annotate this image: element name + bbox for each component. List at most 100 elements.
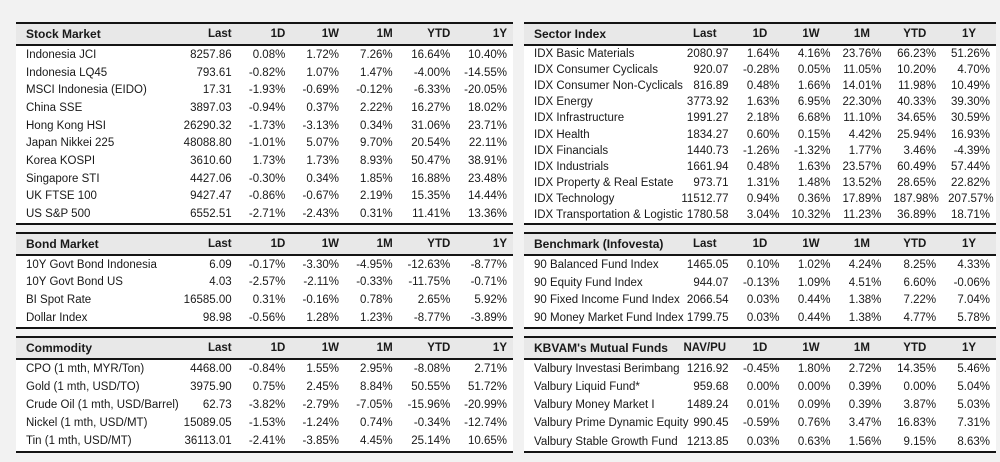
column-header-1w: 1W xyxy=(291,232,345,256)
cell-value: 11.41% xyxy=(412,208,451,221)
cell-value: 1.48% xyxy=(797,176,831,189)
cell-value: 2.18% xyxy=(746,112,780,125)
table-row: IDX Infrastructure 1991.27 2.18% 6.68% 11.10… xyxy=(524,110,996,126)
cell-value: -4.95% xyxy=(356,258,393,271)
cell-value: 1.85% xyxy=(360,172,393,185)
cell-value: 18.02% xyxy=(467,101,507,114)
cell-value: -2.79% xyxy=(302,399,339,412)
cell-value: -0.82% xyxy=(248,66,286,79)
cell-value: 11512.77 xyxy=(681,192,729,205)
row-label: 10Y Govt Bond US xyxy=(26,276,123,289)
table-row: Gold (1 mth, USD/TO) 3975.90 0.75% 2.45% 8.8… xyxy=(16,378,513,396)
cell-value: 3.46% xyxy=(903,144,937,157)
cell-value: 4.42% xyxy=(848,128,882,141)
stock-market-table: Stock Market Last 1D 1W 1M YTD 1Y Indonesia JCI… xyxy=(16,22,513,225)
cell-value: 3.04% xyxy=(746,208,780,221)
row-label: Indonesia JCI xyxy=(26,48,97,61)
table-row: Singapore STI 4427.06 -0.30% 0.34% 1.85% 16.8… xyxy=(16,170,513,188)
column-header-last: Last xyxy=(175,336,238,360)
cell-value: -3.13% xyxy=(302,119,339,132)
cell-value: -0.06% xyxy=(953,276,990,289)
cell-value: 17.89% xyxy=(842,192,882,205)
kbvam-mutual-funds-header-row: KBVAM's Mutual Funds NAV/PU 1D 1W 1M YTD 1Y xyxy=(524,336,996,360)
cell-value: 6.68% xyxy=(797,112,831,125)
row-label: Hong Kong HSI xyxy=(26,119,106,132)
right-column: Sector Index Last 1D 1W 1M YTD 1Y IDX Basic Mat… xyxy=(524,22,996,462)
row-label: MSCI Indonesia (EIDO) xyxy=(26,84,147,97)
cell-value: 51.26% xyxy=(950,48,990,61)
cell-value: 0.08% xyxy=(252,48,286,61)
table-row: Indonesia LQ45 793.61 -0.82% 1.07% 1.47% -4.0… xyxy=(16,64,513,82)
table-row: 90 Equity Fund Index 944.07 -0.13% 1.09% 4.5… xyxy=(524,274,996,292)
cell-value: 3975.90 xyxy=(190,380,232,393)
cell-value: 16.83% xyxy=(897,417,937,430)
column-header-1m: 1M xyxy=(344,23,399,46)
row-label: US S&P 500 xyxy=(26,208,91,221)
cell-value: -0.28% xyxy=(743,64,780,77)
cell-value: 14.01% xyxy=(842,80,882,93)
cell-value: 4.33% xyxy=(957,258,990,271)
cell-value: 1834.27 xyxy=(686,128,729,141)
cell-value: 3.87% xyxy=(903,399,937,412)
table-row: Valbury Prime Dynamic Equity 990.45 -0.59%… xyxy=(524,414,996,432)
cell-value: 0.34% xyxy=(360,119,393,132)
cell-value: 1799.75 xyxy=(686,311,729,324)
cell-value: 5.78% xyxy=(957,311,990,324)
cell-value: 1991.27 xyxy=(686,112,729,125)
column-header-ytd: YTD xyxy=(398,23,457,46)
column-header-1m: 1M xyxy=(836,23,888,46)
column-header-ytd: YTD xyxy=(398,232,457,256)
table-row: 10Y Govt Bond US 4.03 -2.57% -2.11% -0.33% -1… xyxy=(16,274,513,292)
row-label: IDX Infrastructure xyxy=(534,112,625,125)
table-row: UK FTSE 100 9427.47 -0.86% -0.67% 2.19% 15.35… xyxy=(16,188,513,206)
cell-value: 4.77% xyxy=(903,311,937,324)
cell-value: 62.73 xyxy=(202,399,232,412)
cell-value: 1780.58 xyxy=(686,208,729,221)
cell-value: 17.31 xyxy=(202,84,232,97)
cell-value: 1.73% xyxy=(306,154,339,167)
bond-market-section-title: Bond Market xyxy=(16,232,176,256)
cell-value: 0.09% xyxy=(797,399,831,412)
cell-value: 22.30% xyxy=(842,96,882,109)
cell-value: 1213.85 xyxy=(686,435,729,448)
cell-value: 0.44% xyxy=(797,311,831,324)
cell-value: -11.75% xyxy=(408,276,451,289)
cell-value: 1.02% xyxy=(797,258,831,271)
cell-value: 2.71% xyxy=(474,362,507,375)
cell-value: -0.45% xyxy=(743,362,780,375)
row-label: Singapore STI xyxy=(26,172,100,185)
cell-value: -0.16% xyxy=(302,294,339,307)
cell-value: 8.93% xyxy=(360,154,393,167)
row-label: Indonesia LQ45 xyxy=(26,66,108,79)
cell-value: 50.47% xyxy=(411,154,451,167)
table-row: Valbury Investasi Berimbang 1216.92 -0.45%… xyxy=(524,359,996,378)
cell-value: 16.88% xyxy=(411,172,451,185)
cell-value: 0.36% xyxy=(797,192,831,205)
cell-value: 14.35% xyxy=(897,362,937,375)
cell-value: 0.39% xyxy=(848,381,882,394)
table-row: Dollar Index 98.98 -0.56% 1.28% 1.23% -8.77% -… xyxy=(16,309,513,328)
column-header-1m: 1M xyxy=(344,232,399,256)
kbvam-mutual-funds-section-title: KBVAM's Mutual Funds xyxy=(524,336,676,360)
cell-value: 23.71% xyxy=(467,119,507,132)
cell-value: -20.05% xyxy=(464,84,507,97)
cell-value: 11.05% xyxy=(843,64,882,77)
table-row: IDX Energy 3773.92 1.63% 6.95% 22.30% 40.33% 3… xyxy=(524,94,996,110)
row-label: Nickel (1 mth, USD/MT) xyxy=(26,417,148,430)
table-row: IDX Transportation & Logistic 1780.58 3.04… xyxy=(524,207,996,224)
cell-value: 1.09% xyxy=(797,276,831,289)
row-label: IDX Energy xyxy=(534,96,593,109)
cell-value: 2.19% xyxy=(360,190,393,203)
benchmark-infovesta-section-title: Benchmark (Infovesta) xyxy=(524,233,676,257)
cell-value: 31.06% xyxy=(411,119,451,132)
column-header-1d: 1D xyxy=(237,336,292,360)
cell-value: -2.11% xyxy=(303,276,339,289)
cell-value: -4.00% xyxy=(413,66,451,79)
cell-value: 1.07% xyxy=(306,66,339,79)
cell-value: -1.26% xyxy=(743,144,780,157)
cell-value: -0.84% xyxy=(248,362,286,375)
cell-value: 9.15% xyxy=(903,435,937,448)
row-label: Valbury Prime Dynamic Equity xyxy=(534,417,689,430)
column-header-nav-pu: NAV/PU xyxy=(675,336,735,360)
